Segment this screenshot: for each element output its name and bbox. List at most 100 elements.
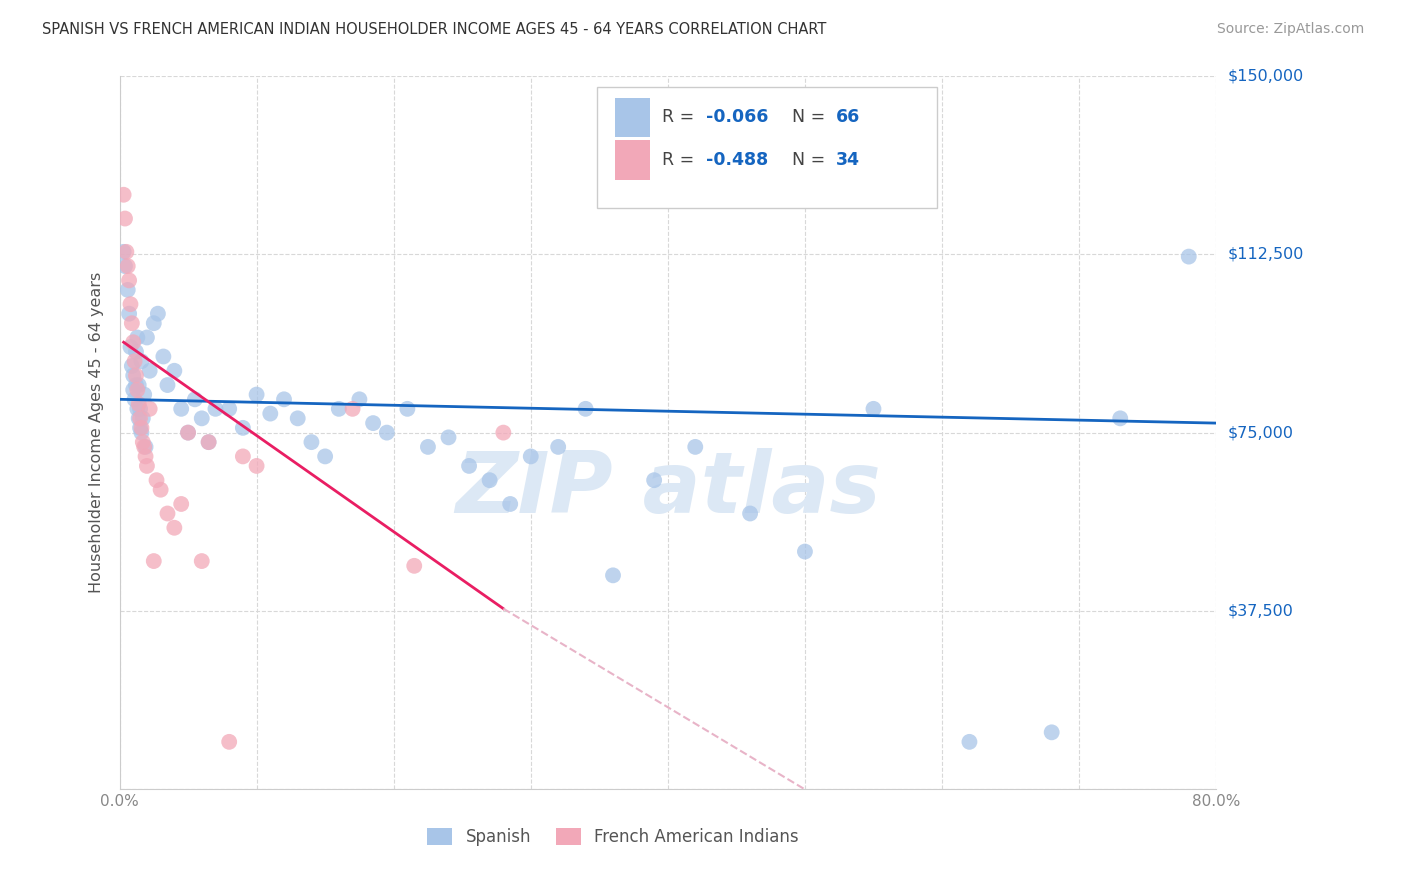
Text: $112,500: $112,500 [1227, 247, 1303, 261]
Point [156, 378, 179, 392]
Point [177, 425, 200, 440]
Point [1178, 250, 1201, 264]
Point [184, 392, 207, 407]
Point [120, 340, 142, 354]
Point [134, 440, 156, 454]
Point [125, 378, 148, 392]
Point [134, 387, 156, 401]
Legend: Spanish, French American Indians: Spanish, French American Indians [420, 821, 806, 853]
Point [177, 425, 200, 440]
Text: N =: N = [792, 108, 831, 126]
Text: Source: ZipAtlas.com: Source: ZipAtlas.com [1216, 22, 1364, 37]
Point [135, 450, 157, 464]
Point [301, 435, 323, 450]
Point [112, 244, 135, 259]
Point [218, 735, 240, 749]
Point [163, 364, 186, 378]
Text: R =: R = [662, 151, 700, 169]
Point [259, 407, 281, 421]
Point [152, 350, 174, 364]
Point [127, 383, 149, 397]
Point [437, 430, 460, 444]
Point [740, 507, 762, 521]
Point [125, 368, 148, 383]
Point [492, 425, 515, 440]
Text: $37,500: $37,500 [1227, 604, 1294, 618]
Point [128, 378, 150, 392]
Point [138, 364, 160, 378]
Point [138, 401, 160, 416]
Point [120, 297, 142, 311]
Point [136, 458, 159, 473]
Point [149, 483, 172, 497]
Point [794, 544, 817, 558]
Point [520, 450, 543, 464]
Point [146, 307, 169, 321]
Point [118, 307, 141, 321]
Point [163, 521, 186, 535]
Point [643, 473, 665, 487]
Point [404, 558, 426, 573]
Point [191, 411, 214, 425]
Point [1040, 725, 1063, 739]
Point [204, 401, 226, 416]
FancyBboxPatch shape [616, 140, 651, 179]
Point [129, 401, 152, 416]
Point [114, 211, 136, 226]
Y-axis label: Householder Income Ages 45 - 64 years: Householder Income Ages 45 - 64 years [89, 272, 104, 593]
Point [197, 435, 219, 450]
Point [375, 425, 398, 440]
Point [328, 401, 350, 416]
Point [575, 401, 598, 416]
Point [361, 416, 384, 430]
Point [117, 283, 139, 297]
Point [122, 383, 145, 397]
Text: 34: 34 [835, 151, 859, 169]
Point [499, 497, 522, 511]
Point [118, 273, 141, 287]
Point [273, 392, 295, 407]
Point [115, 244, 138, 259]
Point [121, 359, 143, 373]
Text: $150,000: $150,000 [1227, 69, 1303, 83]
Point [458, 458, 481, 473]
Point [124, 392, 146, 407]
Point [128, 397, 150, 411]
Point [131, 354, 153, 368]
Point [131, 425, 153, 440]
Point [127, 330, 149, 344]
Point [129, 421, 152, 435]
Point [128, 411, 150, 425]
Text: 66: 66 [835, 108, 860, 126]
Point [122, 335, 145, 350]
Point [156, 507, 179, 521]
Point [246, 387, 269, 401]
Point [121, 316, 143, 330]
Point [862, 401, 884, 416]
Point [232, 450, 254, 464]
Point [114, 259, 136, 273]
Point [142, 554, 165, 568]
Text: ZIP atlas: ZIP atlas [456, 448, 880, 532]
Point [131, 421, 153, 435]
Point [191, 554, 214, 568]
Text: R =: R = [662, 108, 700, 126]
Point [145, 473, 167, 487]
Point [396, 401, 419, 416]
Point [547, 440, 569, 454]
Point [117, 259, 139, 273]
Point [112, 187, 135, 202]
Point [135, 440, 157, 454]
Point [132, 411, 155, 425]
Point [129, 411, 152, 425]
Point [125, 344, 148, 359]
Point [314, 450, 336, 464]
Point [246, 458, 269, 473]
Point [1109, 411, 1132, 425]
Text: N =: N = [792, 151, 831, 169]
Point [122, 368, 145, 383]
Point [197, 435, 219, 450]
Text: SPANISH VS FRENCH AMERICAN INDIAN HOUSEHOLDER INCOME AGES 45 - 64 YEARS CORRELAT: SPANISH VS FRENCH AMERICAN INDIAN HOUSEH… [42, 22, 827, 37]
Point [685, 440, 707, 454]
Point [602, 568, 624, 582]
